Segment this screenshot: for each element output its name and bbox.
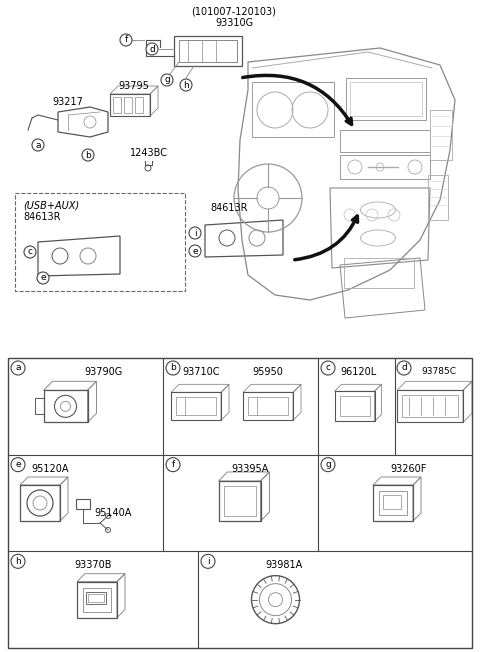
Bar (373, 485, 413, 521)
Text: 93370B: 93370B (74, 560, 112, 570)
Bar (20, 485, 60, 521)
Bar (335, 391, 374, 421)
Text: 93981A: 93981A (265, 560, 302, 570)
Text: g: g (164, 76, 170, 85)
Text: e: e (15, 460, 21, 469)
Text: g: g (325, 460, 331, 469)
Text: 95140A: 95140A (94, 508, 132, 518)
Circle shape (11, 458, 25, 471)
Bar (428, 175, 448, 220)
Text: i: i (207, 557, 209, 566)
Circle shape (146, 43, 158, 55)
Circle shape (82, 149, 94, 161)
Text: e: e (192, 246, 198, 256)
Circle shape (166, 458, 180, 471)
Text: i: i (194, 228, 196, 237)
Circle shape (11, 361, 25, 375)
Circle shape (189, 245, 201, 257)
Bar (179, 40, 237, 62)
Bar (330, 188, 430, 243)
Bar (8, 358, 472, 648)
Bar (402, 395, 458, 417)
Text: 84613R: 84613R (23, 212, 60, 222)
Text: d: d (149, 44, 155, 53)
Bar (176, 397, 216, 415)
Circle shape (37, 272, 49, 284)
Text: 93795: 93795 (118, 81, 149, 91)
Text: 93785C: 93785C (421, 368, 456, 376)
Text: 93310G: 93310G (215, 18, 253, 28)
Bar (339, 396, 370, 417)
Text: f: f (124, 35, 128, 44)
Text: a: a (35, 140, 41, 149)
Bar (350, 82, 422, 116)
Text: 93790G: 93790G (84, 367, 122, 377)
Bar (124, 97, 132, 113)
Text: 93260F: 93260F (391, 464, 427, 473)
Circle shape (166, 361, 180, 375)
Bar (344, 258, 414, 288)
Circle shape (321, 458, 335, 471)
Bar (174, 36, 242, 66)
Circle shape (321, 361, 335, 375)
Bar (346, 78, 426, 120)
Text: b: b (85, 151, 91, 160)
Text: 84613R: 84613R (210, 203, 248, 213)
Circle shape (11, 554, 25, 569)
Circle shape (120, 34, 132, 46)
Circle shape (189, 227, 201, 239)
Circle shape (201, 554, 215, 569)
Text: a: a (15, 364, 21, 372)
Bar (44, 391, 87, 422)
Text: (USB+AUX): (USB+AUX) (23, 200, 79, 210)
Circle shape (161, 74, 173, 86)
Bar (218, 481, 261, 521)
Bar (83, 587, 111, 612)
Text: 93217: 93217 (52, 97, 83, 107)
Text: 95950: 95950 (252, 367, 283, 377)
Bar (340, 130, 430, 152)
Text: (101007-120103): (101007-120103) (192, 7, 276, 17)
Bar (76, 499, 90, 509)
Bar (86, 591, 106, 604)
Text: 96120L: 96120L (340, 367, 377, 377)
Bar (113, 97, 121, 113)
Bar (77, 582, 117, 617)
Bar (15, 193, 185, 291)
Text: c: c (27, 248, 33, 256)
Text: 93710C: 93710C (182, 367, 220, 377)
Bar (35, 398, 44, 414)
Circle shape (24, 246, 36, 258)
Bar (224, 486, 255, 516)
Circle shape (32, 139, 44, 151)
Text: b: b (170, 364, 176, 372)
Text: d: d (401, 364, 407, 372)
Text: c: c (325, 364, 331, 372)
Bar (243, 393, 293, 421)
Bar (383, 495, 401, 509)
Bar (171, 393, 221, 421)
Bar (252, 82, 334, 137)
Bar (135, 97, 143, 113)
Circle shape (180, 79, 192, 91)
Bar (340, 155, 430, 179)
Bar (110, 94, 150, 116)
Text: 95120A: 95120A (31, 464, 69, 473)
Bar (88, 594, 104, 602)
Circle shape (397, 361, 411, 375)
Text: e: e (40, 273, 46, 282)
Bar (248, 397, 288, 415)
Text: f: f (171, 460, 175, 469)
Text: h: h (183, 80, 189, 89)
Text: 93395A: 93395A (232, 464, 269, 473)
Text: 1243BC: 1243BC (130, 148, 168, 158)
Text: h: h (15, 557, 21, 566)
Bar (430, 110, 452, 160)
Bar (379, 491, 407, 515)
Bar (397, 391, 463, 422)
